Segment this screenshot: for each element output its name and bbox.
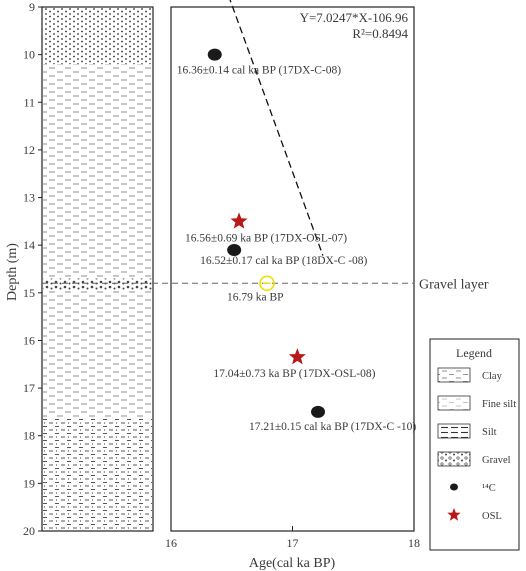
r-squared: R²=0.8494: [352, 26, 408, 41]
c14-point: [311, 405, 326, 418]
legend-swatch-clay: [437, 367, 471, 383]
x-tick-label: 16: [165, 536, 177, 550]
legend-swatch-finesilt: [437, 395, 471, 411]
y-tick-label: 15: [23, 286, 35, 300]
point-annotation: 17.21±0.15 cal ka BP (17DX-C -10): [249, 421, 416, 433]
osl-point: [230, 212, 248, 229]
legend-label: OSL: [482, 511, 502, 522]
y-tick-label: 17: [23, 381, 35, 395]
x-axis-label: Age(cal ka BP): [249, 556, 336, 571]
x-tick-label: 18: [408, 536, 420, 550]
c14-point: [207, 48, 222, 61]
legend-swatch-gravel: [437, 451, 471, 467]
legend-items: Clay Fine silt Silt Gravel ¹⁴C OSL: [437, 367, 516, 522]
legend-label: ¹⁴C: [482, 483, 496, 494]
regression-line: [229, 0, 324, 256]
depth-axis: 9 10 11 12 13 14 15 16 17 18 19 20: [23, 0, 42, 538]
legend-swatch-osl: [447, 508, 461, 521]
gravel-layer-label: Gravel layer: [419, 277, 489, 292]
legend-label: Clay: [482, 371, 503, 382]
y-tick-label: 16: [23, 333, 35, 347]
strat-column-frame: [41, 6, 154, 532]
lithology-layer-2: [43, 278, 152, 291]
y-tick-label: 14: [23, 238, 35, 252]
y-axis-label: Depth (m): [5, 243, 20, 301]
y-tick-label: 20: [23, 524, 35, 538]
y-tick-label: 10: [23, 48, 35, 62]
c14-point: [227, 243, 242, 256]
legend-label: Gravel: [482, 455, 511, 466]
age-axis: 16 17 18: [165, 526, 420, 550]
y-tick-label: 12: [23, 143, 35, 157]
legend-label: Fine silt: [482, 399, 516, 410]
osl-point: [288, 348, 306, 365]
point-annotation: 16.52±0.17 cal ka BP (18DX-C -08): [200, 255, 367, 267]
lithology-layer-0: [43, 7, 152, 65]
regression-equation: Y=7.0247*X-106.96: [300, 10, 409, 25]
lithology-layer-4: [43, 416, 152, 531]
plot-frame: [170, 6, 415, 532]
y-tick-label: 13: [23, 191, 35, 205]
legend-swatch-silt: [437, 423, 471, 439]
point-annotation: 16.36±0.14 cal ka BP (17DX-C-08): [177, 65, 341, 77]
legend-swatch-c14: [450, 483, 458, 491]
x-tick-label: 17: [287, 536, 299, 550]
point-annotation: 16.56±0.69 ka BP (17DX-OSL-07): [185, 232, 347, 244]
legend-label: Silt: [482, 427, 497, 438]
gravel-age-label: 16.79 ka BP: [227, 291, 284, 303]
lithology-layer-1: [43, 64, 152, 279]
y-tick-label: 19: [23, 476, 35, 490]
data-points: 16.36±0.14 cal ka BP (17DX-C-08) 16.52±0.…: [177, 48, 416, 433]
gravel-age-marker: [259, 275, 275, 292]
legend-title: Legend: [456, 346, 492, 360]
y-tick-label: 9: [29, 0, 35, 14]
point-annotation: 17.04±0.73 ka BP (17DX-OSL-08): [213, 368, 375, 380]
y-tick-label: 18: [23, 429, 35, 443]
lithology-layer-3: [43, 290, 152, 417]
stratigraphic-column: [43, 7, 152, 531]
y-tick-label: 11: [23, 95, 35, 109]
